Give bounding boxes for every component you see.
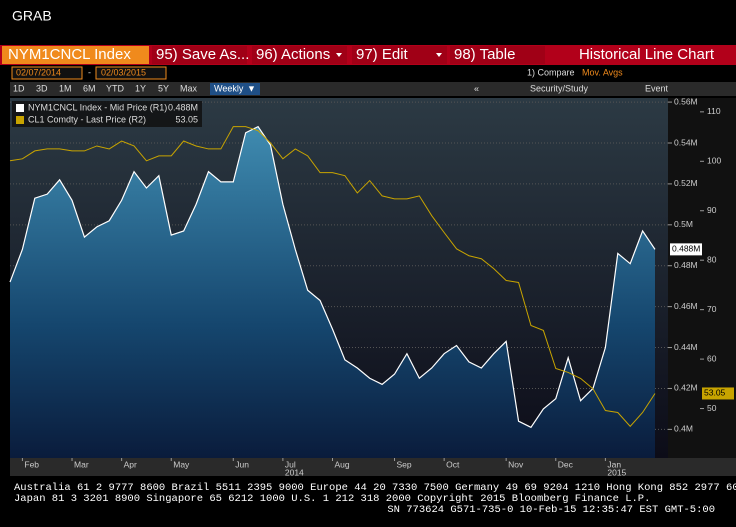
date-sep: - bbox=[88, 67, 91, 77]
dropdown-arrow[interactable]: ▼ bbox=[247, 83, 256, 93]
menu-button[interactable] bbox=[252, 46, 347, 64]
x-axis-band bbox=[10, 458, 736, 476]
start-date-box[interactable] bbox=[11, 66, 83, 80]
range-button[interactable]: 6M bbox=[83, 83, 96, 93]
range-button[interactable]: 3D bbox=[36, 83, 48, 93]
range-button[interactable]: 1D bbox=[13, 83, 25, 93]
range-bar bbox=[10, 82, 736, 96]
range-button[interactable]: Max bbox=[180, 83, 198, 93]
y-tick-label: 0.44M bbox=[674, 342, 698, 352]
range-button[interactable]: 1Y bbox=[135, 83, 146, 93]
y2-tick-label: 100 bbox=[707, 156, 721, 166]
legend-value: 53.05 bbox=[175, 114, 198, 124]
series-line bbox=[9, 125, 656, 429]
start-date[interactable]: 02/07/2014 bbox=[16, 67, 61, 77]
menu-item[interactable]: 97) Edit bbox=[356, 46, 409, 63]
y2-tick-label: 110 bbox=[707, 106, 721, 116]
menu-button[interactable] bbox=[450, 46, 545, 64]
collapse[interactable]: « bbox=[474, 83, 479, 93]
ticker-box[interactable] bbox=[2, 46, 149, 64]
x-tick-label: Jan bbox=[607, 459, 621, 469]
end-date-box[interactable] bbox=[95, 66, 167, 80]
y-tick-label: 0.48M bbox=[674, 260, 698, 270]
window-title: GRAB bbox=[12, 8, 52, 24]
footer-line: SN 773624 G571-735-0 10-Feb-15 12:35:47 … bbox=[387, 504, 715, 516]
y2-tick-label: 90 bbox=[707, 205, 717, 215]
menu-button[interactable] bbox=[152, 46, 247, 64]
compare[interactable]: 1) Compare bbox=[527, 67, 575, 77]
x-tick-label: Oct bbox=[446, 459, 460, 469]
y2-tick-label: 70 bbox=[707, 304, 717, 314]
x-year-label: 2014 bbox=[285, 467, 304, 477]
ticker[interactable]: NYM1CNCL Index bbox=[8, 46, 131, 63]
y2-tick-label: 50 bbox=[707, 403, 717, 413]
frequency[interactable]: Weekly bbox=[214, 83, 244, 93]
range-button[interactable]: YTD bbox=[106, 83, 125, 93]
frequency-box[interactable] bbox=[210, 83, 260, 95]
x-tick-label: Jun bbox=[235, 459, 249, 469]
function-title: Historical Line Chart bbox=[579, 46, 715, 63]
menu-item[interactable]: 96) Actions bbox=[256, 46, 330, 63]
x-tick-label: Nov bbox=[508, 459, 524, 469]
series-line bbox=[9, 126, 656, 428]
range-button[interactable]: 1M bbox=[59, 83, 72, 93]
legend-swatch bbox=[16, 116, 24, 124]
last-value-badge-label: 0.488M bbox=[672, 244, 700, 254]
event[interactable]: Event bbox=[645, 83, 669, 93]
menu-item[interactable]: 98) Table bbox=[454, 46, 515, 63]
end-date[interactable]: 02/03/2015 bbox=[101, 67, 146, 77]
legend bbox=[12, 101, 202, 127]
menu-arrow[interactable] bbox=[336, 53, 342, 57]
x-tick-label: Apr bbox=[124, 459, 137, 469]
menu-item[interactable]: 95) Save As... bbox=[156, 46, 249, 63]
x-tick-label: Dec bbox=[558, 459, 574, 469]
x-year-label: 2015 bbox=[607, 467, 626, 477]
axis-panel bbox=[668, 98, 736, 458]
last-value-badge bbox=[702, 387, 734, 400]
menu-arrow[interactable] bbox=[436, 53, 442, 57]
y-tick-label: 0.46M bbox=[674, 301, 698, 311]
x-tick-label: May bbox=[173, 459, 190, 469]
footer-line: Japan 81 3 3201 8900 Singapore 65 6212 1… bbox=[14, 493, 650, 505]
legend-value: 0.488M bbox=[168, 102, 198, 112]
legend-swatch bbox=[16, 104, 24, 112]
footer-line: Australia 61 2 9777 8600 Brazil 5511 239… bbox=[14, 482, 736, 494]
series-area bbox=[10, 126, 655, 459]
last-value-badge-label: 53.05 bbox=[704, 388, 726, 398]
y-tick-label: 0.4M bbox=[674, 424, 693, 434]
range-button[interactable]: 5Y bbox=[158, 83, 169, 93]
security-study[interactable]: Security/Study bbox=[530, 83, 589, 93]
x-tick-label: Sep bbox=[397, 459, 412, 469]
x-tick-label: Jul bbox=[285, 459, 296, 469]
legend-label: CL1 Comdty - Last Price (R2) bbox=[28, 114, 146, 124]
y-tick-label: 0.54M bbox=[674, 137, 698, 147]
last-value-badge bbox=[670, 243, 702, 256]
x-tick-label: Mar bbox=[74, 459, 89, 469]
x-tick-label: Feb bbox=[24, 459, 39, 469]
legend-label: NYM1CNCL Index - Mid Price (R1) bbox=[28, 102, 167, 112]
y-tick-label: 0.52M bbox=[674, 178, 698, 188]
mov-avgs[interactable]: Mov. Avgs bbox=[582, 67, 623, 77]
menu-button[interactable] bbox=[352, 46, 447, 64]
y-tick-label: 0.56M bbox=[674, 96, 698, 106]
x-tick-label: Aug bbox=[335, 459, 350, 469]
y2-tick-label: 80 bbox=[707, 254, 717, 264]
y2-tick-label: 60 bbox=[707, 353, 717, 363]
y-tick-label: 0.42M bbox=[674, 383, 698, 393]
y-tick-label: 0.5M bbox=[674, 219, 693, 229]
